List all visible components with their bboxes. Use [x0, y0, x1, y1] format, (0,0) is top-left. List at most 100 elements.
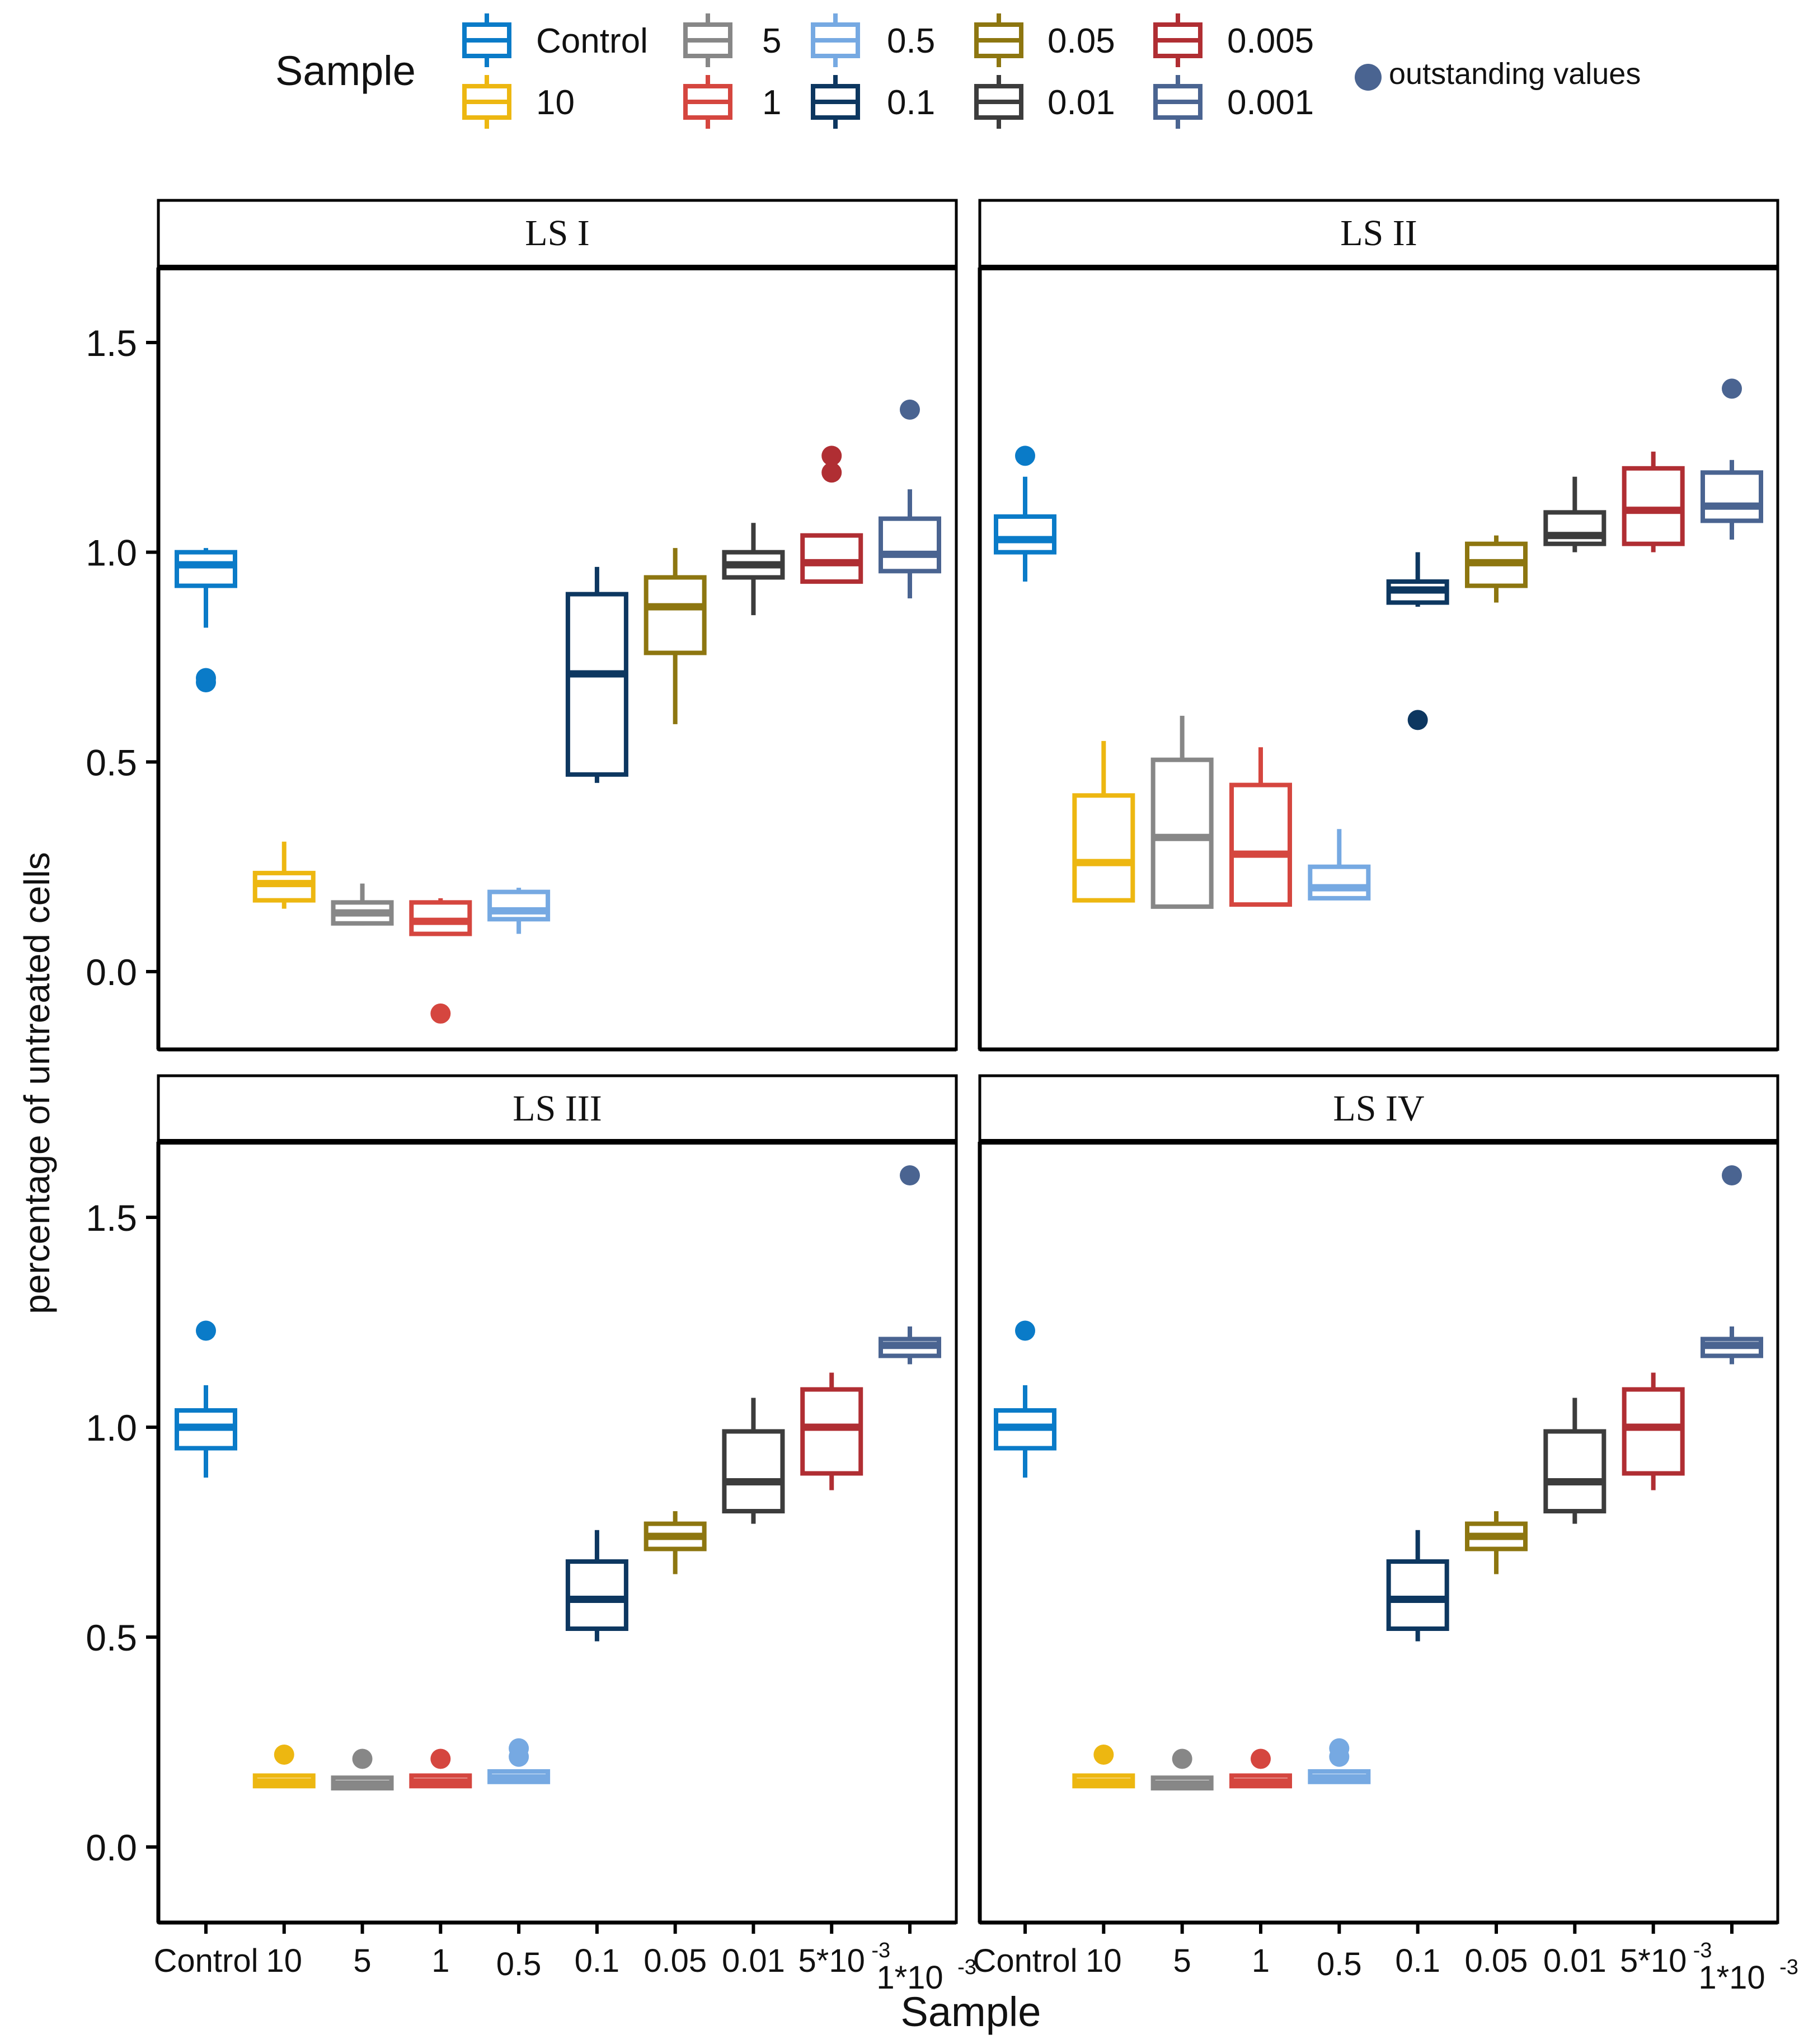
x-tick-label: 0.01	[1543, 1943, 1607, 1979]
outlier-point	[821, 462, 842, 483]
box-0.01	[1543, 1398, 1607, 1524]
box-10	[1072, 1745, 1135, 1789]
outlier-point	[1251, 1748, 1271, 1769]
legend-label-0.05: 0.05	[1048, 22, 1115, 60]
y-tick-label: 1.5	[86, 322, 137, 364]
outlier-point	[1093, 1745, 1114, 1765]
x-tick-label: 1	[1252, 1943, 1270, 1979]
panel-title: LS II	[1340, 213, 1417, 254]
panel-strip	[978, 199, 1779, 269]
panel-title: LS I	[525, 213, 590, 254]
iqr-box	[722, 1429, 785, 1513]
box-10	[252, 1745, 316, 1789]
x-tick-label: Control	[973, 1943, 1078, 1979]
legend-outlier-dot	[1355, 64, 1382, 91]
y-tick-label: 1.0	[86, 1407, 137, 1448]
panel-2: LS II	[978, 199, 1779, 1052]
outlier-point	[1407, 710, 1428, 730]
panel-frame	[157, 1140, 958, 1924]
outlier-point	[509, 1738, 529, 1759]
panel-strip	[157, 199, 958, 269]
iqr-box	[1229, 782, 1292, 907]
legend-key-0.01: 0.01	[974, 75, 1115, 129]
iqr-box	[1701, 470, 1763, 523]
legend: Sample Control 10 5 1 0.5 0.1 0.05 0.01 0.005 0.0…	[275, 13, 1641, 129]
outlier-point	[430, 1003, 451, 1024]
legend-label-0.1: 0.1	[887, 83, 935, 122]
legend-label-0.001: 0.001	[1227, 83, 1314, 122]
box-0.01	[1543, 476, 1607, 552]
panel-frame	[157, 266, 958, 1051]
iqr-box	[1150, 757, 1214, 909]
legend-keys: Control 10 5 1 0.5 0.1 0.05 0.01 0.005 0.001	[462, 13, 1314, 129]
iqr-box	[565, 592, 628, 777]
box-Control	[175, 548, 237, 692]
iqr-box	[1622, 466, 1685, 546]
outlier-point	[900, 399, 920, 420]
legend-label-10: 10	[536, 83, 575, 122]
box-5	[331, 883, 394, 926]
legend-outlier-label: outstanding values	[1389, 57, 1641, 91]
x-tick-label: 0.1	[1395, 1943, 1440, 1979]
box-0.05	[643, 548, 707, 724]
x-tick-label: 1*10	[1698, 1959, 1765, 1996]
x-tick-label: 5	[1173, 1943, 1191, 1979]
outlier-point	[196, 1320, 216, 1341]
outlier-point	[1722, 1165, 1742, 1185]
iqr-box	[1072, 793, 1135, 903]
outlier-point	[1329, 1738, 1350, 1759]
legend-key-1: 1	[683, 75, 781, 129]
outlier-point	[1015, 446, 1035, 466]
legend-key-0.1: 0.1	[811, 75, 935, 129]
legend-label-0.01: 0.01	[1048, 83, 1115, 122]
box-0.01	[722, 1398, 785, 1524]
box-1*10	[1701, 1165, 1763, 1365]
iqr-box	[565, 1559, 628, 1631]
box-5	[331, 1748, 394, 1790]
box-0.1	[1386, 552, 1449, 730]
outlier-point	[900, 1165, 920, 1185]
box-1	[1229, 1748, 1292, 1789]
outlier-point	[430, 1748, 451, 1769]
box-0.1	[565, 566, 628, 783]
box-1*10	[1701, 378, 1763, 540]
y-axis-label: percentage of untreated cells	[17, 852, 57, 1314]
box-10	[252, 841, 316, 909]
outlier-point	[1172, 1748, 1192, 1769]
legend-label-1: 1	[762, 83, 781, 122]
legend-key-5: 5	[683, 13, 781, 67]
outlier-point	[821, 446, 842, 466]
legend-label-Control: Control	[536, 22, 648, 60]
iqr-box	[1543, 1429, 1607, 1513]
panel-3: LS III 0.0 0.5 1.0 1.5 Control 10 5 1 0.5 0.1 0.05 0…	[86, 1074, 976, 1996]
box-10	[1072, 740, 1135, 903]
box-1	[409, 898, 472, 1024]
iqr-box	[879, 516, 941, 574]
legend-key-0.005: 0.005	[1153, 13, 1314, 67]
box-0.05	[1465, 535, 1528, 603]
x-tick-label: 0.05	[1465, 1943, 1528, 1979]
box-0.5	[1308, 829, 1371, 901]
iqr-box	[800, 533, 863, 584]
box-0.05	[643, 1511, 707, 1574]
iqr-box	[1622, 1387, 1685, 1476]
box-0.01	[722, 523, 785, 616]
iqr-box	[800, 1387, 863, 1476]
y-tick-label: 0.0	[86, 951, 137, 993]
box-5*10	[1622, 451, 1685, 552]
panel-strip	[978, 1074, 1779, 1143]
legend-key-Control: Control	[462, 13, 648, 67]
x-tick-label: 10	[266, 1943, 303, 1979]
y-tick-label: 0.5	[86, 742, 137, 783]
legend-key-10: 10	[462, 75, 575, 129]
x-tick-label: Control	[154, 1943, 259, 1979]
legend-key-0.5: 0.5	[811, 13, 935, 67]
box-1*10	[879, 1165, 941, 1365]
box-5	[1150, 715, 1214, 909]
legend-key-0.001: 0.001	[1153, 75, 1314, 129]
box-1	[409, 1748, 472, 1789]
outlier-point	[352, 1748, 373, 1769]
legend-title: Sample	[275, 48, 416, 94]
outlier-point	[1015, 1320, 1035, 1341]
